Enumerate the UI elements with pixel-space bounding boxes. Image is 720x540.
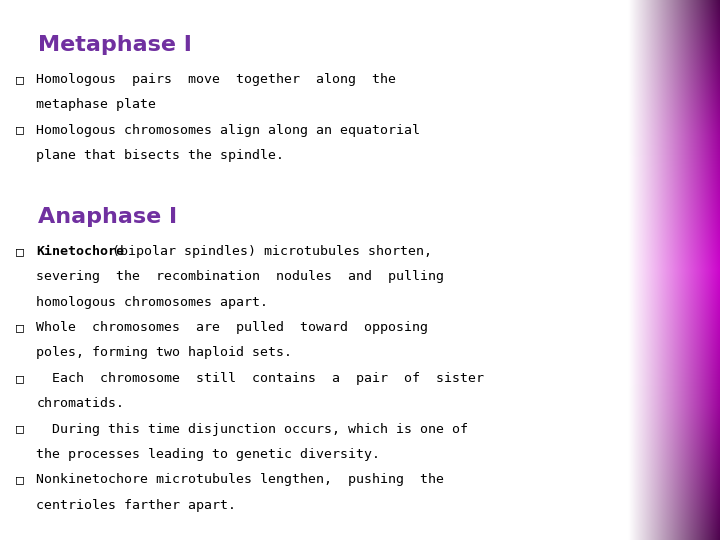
Text: □: □ xyxy=(16,372,24,385)
Text: □: □ xyxy=(16,245,24,258)
Text: □: □ xyxy=(16,321,24,334)
Text: Nonkinetochore microtubules lengthen,  pushing  the: Nonkinetochore microtubules lengthen, pu… xyxy=(37,474,444,487)
Text: poles, forming two haploid sets.: poles, forming two haploid sets. xyxy=(37,347,292,360)
Text: During this time disjunction occurs, which is one of: During this time disjunction occurs, whi… xyxy=(37,423,469,436)
Text: centrioles farther apart.: centrioles farther apart. xyxy=(37,499,236,512)
Text: severing  the  recombination  nodules  and  pulling: severing the recombination nodules and p… xyxy=(37,271,444,284)
Text: □: □ xyxy=(16,423,24,436)
Text: metaphase plate: metaphase plate xyxy=(37,98,156,111)
Text: Each  chromosome  still  contains  a  pair  of  sister: Each chromosome still contains a pair of… xyxy=(37,372,485,385)
Text: (bipolar spindles) microtubules shorten,: (bipolar spindles) microtubules shorten, xyxy=(104,245,432,258)
Text: Metaphase I: Metaphase I xyxy=(37,35,192,55)
Text: the processes leading to genetic diversity.: the processes leading to genetic diversi… xyxy=(37,448,380,461)
Text: homologous chromosomes apart.: homologous chromosomes apart. xyxy=(37,296,269,309)
Text: □: □ xyxy=(16,474,24,487)
Text: Kinetochore: Kinetochore xyxy=(37,245,125,258)
Text: chromatids.: chromatids. xyxy=(37,397,125,410)
Text: □: □ xyxy=(16,124,24,137)
Text: □: □ xyxy=(16,73,24,86)
Text: Whole  chromosomes  are  pulled  toward  opposing: Whole chromosomes are pulled toward oppo… xyxy=(37,321,428,334)
Text: Homologous  pairs  move  together  along  the: Homologous pairs move together along the xyxy=(37,73,397,86)
Text: Homologous chromosomes align along an equatorial: Homologous chromosomes align along an eq… xyxy=(37,124,420,137)
Text: plane that bisects the spindle.: plane that bisects the spindle. xyxy=(37,149,284,162)
Text: Anaphase I: Anaphase I xyxy=(37,207,177,227)
